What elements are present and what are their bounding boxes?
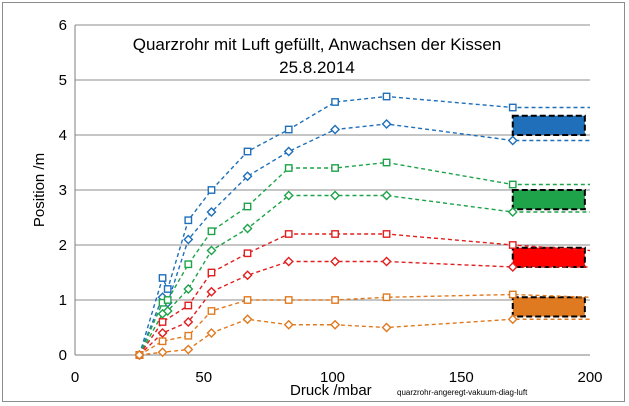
data-point xyxy=(331,164,339,172)
data-point xyxy=(243,202,252,211)
chart-title: Quarzrohr mit Luft gefüllt, Anwachsen de… xyxy=(133,35,502,54)
y-tick-label: 0 xyxy=(59,347,67,364)
data-point xyxy=(207,227,216,236)
series-layer xyxy=(134,92,591,360)
data-point xyxy=(184,216,193,225)
pillow-box xyxy=(511,114,586,136)
data-point xyxy=(507,135,518,146)
data-point xyxy=(283,146,294,157)
data-point xyxy=(330,124,341,135)
data-point xyxy=(242,223,253,234)
data-point xyxy=(184,260,193,269)
data-point xyxy=(283,256,294,267)
data-point xyxy=(284,230,293,238)
data-point xyxy=(157,328,168,338)
data-point xyxy=(184,331,193,340)
y-tick-label: 6 xyxy=(59,17,67,34)
y-tick-label: 4 xyxy=(59,127,67,144)
y-tick-label: 2 xyxy=(59,237,67,254)
data-point xyxy=(331,296,339,304)
data-point xyxy=(382,293,391,302)
data-point xyxy=(284,125,293,134)
data-point xyxy=(508,241,517,249)
y-tick-label: 5 xyxy=(59,72,67,89)
data-point xyxy=(157,347,168,358)
data-point xyxy=(183,234,194,245)
pillow-box xyxy=(511,189,586,211)
data-point xyxy=(330,190,341,201)
y-axis-title: Position /m xyxy=(31,153,48,227)
data-point xyxy=(243,249,252,258)
series-line xyxy=(138,260,590,356)
series-line xyxy=(138,194,590,356)
ticks-layer: 0 1 2 3 4 5 6 0 50 100 150 200 xyxy=(59,17,603,386)
data-point xyxy=(207,268,216,277)
data-point xyxy=(207,307,216,315)
data-point xyxy=(330,319,341,330)
data-point xyxy=(158,318,167,326)
data-point xyxy=(381,256,392,267)
x-tick-label: 200 xyxy=(577,369,602,386)
data-point xyxy=(183,284,194,294)
data-point xyxy=(163,296,172,304)
data-point xyxy=(207,186,216,194)
data-point xyxy=(508,290,517,299)
data-point xyxy=(284,164,293,172)
data-point xyxy=(184,301,193,310)
data-point xyxy=(283,190,294,201)
data-point xyxy=(331,230,339,238)
x-tick-label: 100 xyxy=(320,369,345,386)
data-point xyxy=(206,207,217,217)
data-point xyxy=(508,180,517,189)
data-point xyxy=(206,286,217,297)
data-point xyxy=(242,171,253,182)
y-tick-label: 3 xyxy=(59,182,67,199)
series-line xyxy=(138,161,590,356)
chart-subtitle: 25.8.2014 xyxy=(279,58,355,77)
x-axis-title: Druck /mbar xyxy=(290,382,372,399)
data-point xyxy=(382,92,391,101)
data-point xyxy=(162,306,173,316)
y-tick-label: 1 xyxy=(59,292,67,309)
pillow-box xyxy=(511,246,586,268)
data-point xyxy=(331,98,339,106)
data-point xyxy=(330,256,341,267)
data-point xyxy=(283,319,294,330)
series-line xyxy=(139,318,590,356)
data-point xyxy=(158,274,167,282)
data-point xyxy=(183,317,194,327)
data-point xyxy=(163,285,172,293)
x-tick-label: 0 xyxy=(71,369,79,386)
data-point xyxy=(381,119,392,129)
series-line xyxy=(138,233,591,356)
x-tick-label: 50 xyxy=(195,369,212,386)
chart-note: quarzrohr-angeregt-vakuum-diag-luft xyxy=(397,388,528,397)
data-point xyxy=(243,296,252,304)
data-point xyxy=(507,262,518,272)
data-point xyxy=(507,207,518,217)
data-point xyxy=(206,328,217,338)
data-point xyxy=(508,103,517,112)
data-point xyxy=(284,296,293,304)
data-point xyxy=(243,147,252,156)
data-point xyxy=(242,314,253,325)
boxes-layer xyxy=(511,114,586,318)
series-line xyxy=(138,123,590,356)
data-point xyxy=(242,270,253,281)
data-point xyxy=(382,230,391,238)
data-point xyxy=(158,337,167,346)
data-point xyxy=(183,344,194,355)
pillow-box xyxy=(511,296,586,318)
data-point xyxy=(134,350,145,360)
data-point xyxy=(382,158,391,167)
data-point xyxy=(206,245,217,256)
x-tick-label: 150 xyxy=(449,369,474,386)
data-point xyxy=(381,190,392,201)
data-point xyxy=(381,322,392,333)
data-point xyxy=(507,314,518,325)
